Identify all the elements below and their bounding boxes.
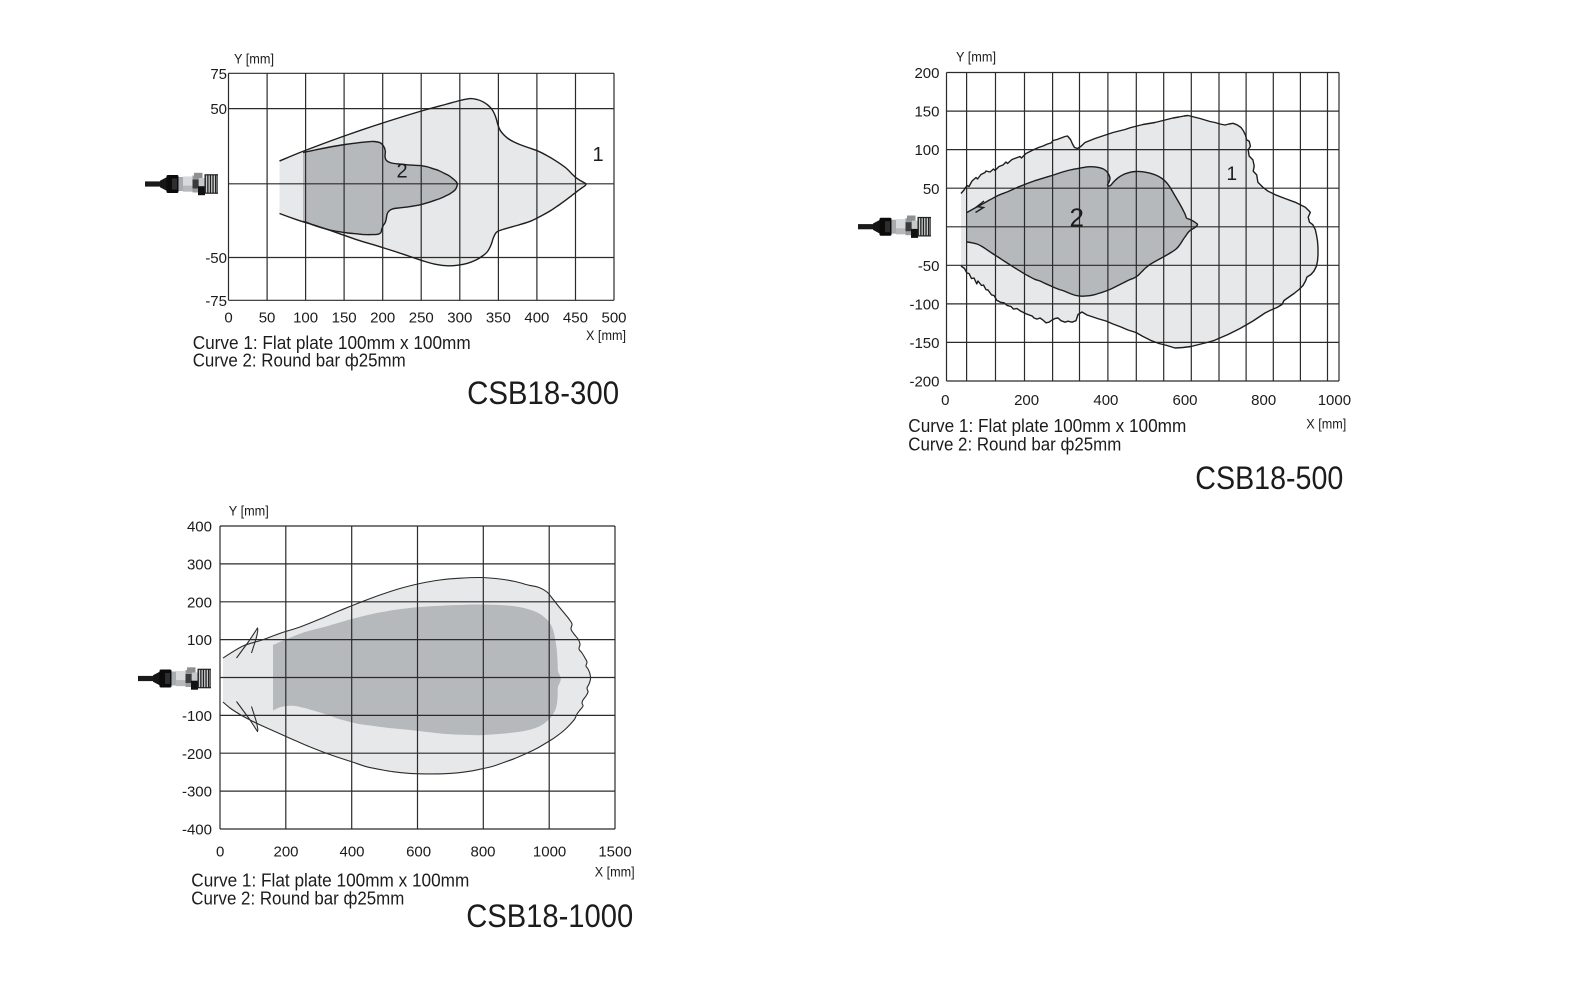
svg-text:1: 1 bbox=[593, 144, 604, 166]
svg-text:50: 50 bbox=[259, 310, 276, 327]
svg-text:450: 450 bbox=[563, 310, 588, 327]
svg-text:-100: -100 bbox=[182, 708, 212, 725]
svg-text:400: 400 bbox=[187, 519, 212, 536]
svg-text:Curve 1: Flat plate 100mm x 10: Curve 1: Flat plate 100mm x 100mm bbox=[193, 332, 471, 353]
svg-text:200: 200 bbox=[1014, 392, 1039, 409]
svg-text:200: 200 bbox=[914, 65, 939, 82]
svg-text:Curve 2: Round bar ф25mm: Curve 2: Round bar ф25mm bbox=[191, 888, 404, 909]
svg-text:100: 100 bbox=[293, 310, 318, 327]
svg-text:1000: 1000 bbox=[1318, 392, 1351, 409]
svg-text:0: 0 bbox=[941, 392, 949, 409]
svg-text:-50: -50 bbox=[918, 258, 940, 275]
svg-text:400: 400 bbox=[1093, 392, 1118, 409]
svg-text:200: 200 bbox=[370, 310, 395, 327]
svg-text:-400: -400 bbox=[182, 822, 212, 839]
svg-text:100: 100 bbox=[914, 142, 939, 159]
svg-text:-200: -200 bbox=[909, 374, 939, 391]
svg-text:Y [mm]: Y [mm] bbox=[229, 503, 269, 519]
svg-text:-300: -300 bbox=[182, 784, 212, 801]
svg-text:50: 50 bbox=[923, 181, 940, 198]
svg-text:Curve 2: Round bar ф25mm: Curve 2: Round bar ф25mm bbox=[908, 434, 1121, 455]
svg-text:-50: -50 bbox=[205, 250, 227, 267]
svg-text:800: 800 bbox=[470, 843, 495, 860]
svg-text:Y [mm]: Y [mm] bbox=[956, 48, 996, 64]
svg-text:600: 600 bbox=[406, 843, 431, 860]
svg-text:0: 0 bbox=[216, 843, 224, 860]
svg-text:500: 500 bbox=[601, 310, 626, 327]
svg-text:800: 800 bbox=[1251, 392, 1276, 409]
svg-text:400: 400 bbox=[524, 310, 549, 327]
svg-text:300: 300 bbox=[447, 310, 472, 327]
svg-text:CSB18-1000: CSB18-1000 bbox=[466, 898, 633, 934]
svg-text:CSB18-500: CSB18-500 bbox=[1195, 460, 1343, 496]
svg-text:150: 150 bbox=[332, 310, 357, 327]
svg-text:1000: 1000 bbox=[533, 843, 566, 860]
svg-text:X [mm]: X [mm] bbox=[595, 864, 635, 880]
svg-text:1500: 1500 bbox=[598, 843, 631, 860]
svg-text:Y [mm]: Y [mm] bbox=[234, 51, 274, 67]
svg-text:100: 100 bbox=[187, 632, 212, 649]
svg-text:-100: -100 bbox=[909, 297, 939, 314]
svg-text:250: 250 bbox=[409, 310, 434, 327]
svg-text:-200: -200 bbox=[182, 746, 212, 763]
svg-text:350: 350 bbox=[486, 310, 511, 327]
svg-text:400: 400 bbox=[339, 843, 364, 860]
svg-text:150: 150 bbox=[914, 104, 939, 121]
svg-text:X [mm]: X [mm] bbox=[1306, 416, 1346, 432]
svg-text:2: 2 bbox=[1070, 203, 1084, 233]
svg-text:Curve 1: Flat plate 100mm x 10: Curve 1: Flat plate 100mm x 100mm bbox=[191, 869, 469, 890]
svg-text:CSB18-300: CSB18-300 bbox=[467, 375, 619, 411]
svg-text:2: 2 bbox=[397, 161, 408, 183]
svg-text:600: 600 bbox=[1172, 392, 1197, 409]
svg-text:X [mm]: X [mm] bbox=[586, 327, 626, 343]
svg-text:-75: -75 bbox=[205, 293, 227, 310]
svg-text:Curve 2: Round bar ф25mm: Curve 2: Round bar ф25mm bbox=[193, 349, 406, 370]
svg-text:Curve 1: Flat plate 100mm x 10: Curve 1: Flat plate 100mm x 100mm bbox=[908, 415, 1186, 436]
svg-text:1: 1 bbox=[1227, 164, 1238, 185]
svg-text:50: 50 bbox=[210, 101, 227, 118]
svg-text:75: 75 bbox=[210, 66, 227, 83]
svg-text:300: 300 bbox=[187, 557, 212, 574]
svg-text:-150: -150 bbox=[909, 335, 939, 352]
svg-text:200: 200 bbox=[273, 843, 298, 860]
svg-text:200: 200 bbox=[187, 594, 212, 611]
svg-text:0: 0 bbox=[224, 310, 232, 327]
